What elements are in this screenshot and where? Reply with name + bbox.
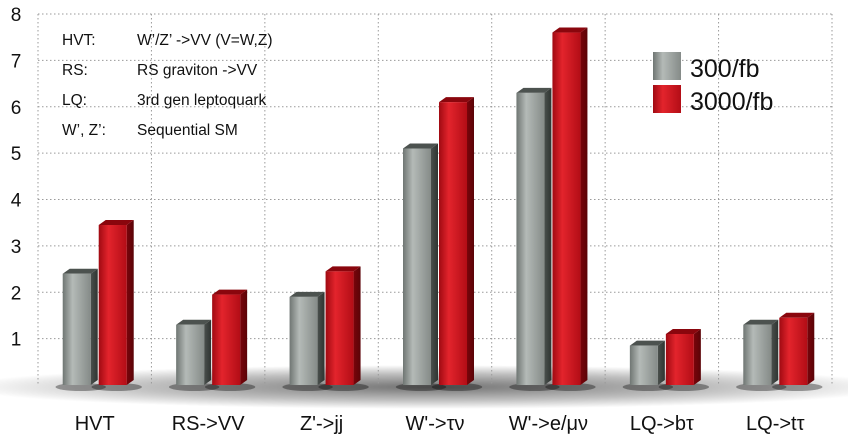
legend-label: 300/fb [690, 55, 760, 83]
annotation-key: LQ: [62, 92, 87, 109]
x-axis-categories: HVT RS->VV Z'->jj W'->τν W'->e/μν LQ->bτ LQ->t… [75, 413, 805, 435]
y-tick-label-6: 6 [11, 98, 22, 119]
bar-3000/fb-Z'->jj [318, 266, 369, 391]
legend-swatch [653, 85, 681, 113]
y-tick-label-8: 8 [11, 5, 22, 26]
bar-300/fb-LQ->tτ [736, 319, 787, 391]
annotation-key: RS: [62, 62, 88, 79]
y-tick-label-1: 1 [11, 330, 22, 351]
bar-3000/fb-W'->e/μν [545, 27, 596, 391]
x-category-label: LQ->bτ [630, 413, 694, 435]
legend-swatch [653, 52, 681, 80]
bar-3000/fb-LQ->bτ [658, 328, 710, 391]
y-tick-label-7: 7 [11, 51, 22, 72]
annotation-text: 3rd gen leptoquark [137, 92, 267, 109]
legend-label: 3000/fb [690, 88, 773, 116]
y-tick-label-5: 5 [11, 144, 22, 165]
bar-3000/fb-RS->VV [204, 289, 256, 391]
legend-item-3000/fb: 3000/fb [653, 85, 773, 116]
annotation-text: RS graviton ->VV [137, 62, 258, 79]
annotation-box: HVT: W’/Z’ ->VV (V=W,Z) RS: RS graviton ->V… [62, 32, 272, 139]
x-category-label: HVT [75, 413, 115, 435]
bar-3000/fb-W'->τν [431, 97, 483, 391]
bar-300/fb-HVT [55, 268, 106, 391]
bar-300/fb-RS->VV [168, 319, 220, 391]
bar-300/fb-W'->τν [395, 143, 447, 391]
y-tick-label-2: 2 [11, 283, 22, 304]
legend: 300/fb 3000/fb [653, 52, 773, 116]
annotation-text: Sequential SM [137, 122, 238, 139]
y-axis-ticks: 1 2 3 4 5 6 7 8 [11, 5, 22, 351]
legend-item-300/fb: 300/fb [653, 52, 760, 83]
annotation-key: W’, Z’: [62, 122, 106, 139]
annotation-text: W’/Z’ ->VV (V=W,Z) [137, 32, 272, 49]
x-category-label: W'->e/μν [509, 413, 588, 435]
x-category-label: W'->τν [406, 413, 465, 435]
x-category-label: RS->VV [172, 413, 245, 435]
x-category-label: LQ->tτ [746, 413, 805, 435]
y-tick-label-4: 4 [11, 191, 22, 212]
y-tick-label-3: 3 [11, 237, 22, 258]
bar-3000/fb-HVT [91, 220, 142, 391]
x-category-label: Z'->jj [300, 413, 343, 435]
bar-300/fb-Z'->jj [282, 291, 333, 391]
bar-300/fb-LQ->bτ [622, 340, 674, 391]
bar-3000/fb-LQ->tτ [772, 312, 823, 391]
bar-300/fb-W'->e/μν [509, 87, 560, 391]
bars [55, 27, 823, 391]
annotation-key: HVT: [62, 32, 96, 49]
